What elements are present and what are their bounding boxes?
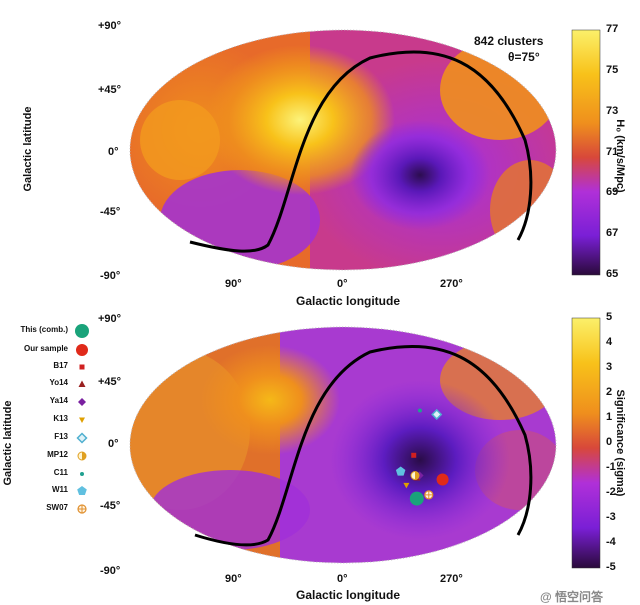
bottom-colorbar-tick-4: 1	[606, 411, 613, 423]
top-ytick-2: 0°	[108, 146, 119, 158]
top-xlabel: Galactic longitude	[296, 294, 401, 308]
legend-label-5: K13	[53, 414, 68, 423]
top-colorbar-tick-0: 77	[606, 23, 619, 35]
bottom-ytick-3: -45°	[100, 500, 121, 512]
top-ylabel: Galactic latitude	[22, 106, 34, 192]
top-plane-curve	[189, 50, 533, 253]
data-point-10	[424, 490, 434, 500]
data-point-8	[417, 408, 422, 413]
bottom-xlabel: Galactic longitude	[296, 588, 401, 602]
legend-marker-7	[77, 451, 87, 461]
watermark: @ 悟空问答	[540, 590, 604, 604]
bottom-map-outline	[129, 326, 557, 564]
bottom-xtick-1: 0°	[337, 573, 348, 585]
top-map-outline	[129, 29, 557, 271]
bottom-xtick-2: 270°	[440, 573, 463, 585]
bottom-xtick-0: 90°	[225, 573, 242, 585]
bottom-ytick-2: 0°	[108, 438, 119, 450]
top-annotation-count: 842 clusters	[474, 34, 544, 48]
top-ytick-0: +90°	[98, 20, 122, 32]
legend-marker-3	[78, 380, 86, 387]
legend-marker-6	[76, 432, 88, 444]
data-point-1	[436, 473, 449, 486]
legend-label-3: Yo14	[49, 378, 68, 387]
legend-label-1: Our sample	[23, 344, 68, 353]
legend-marker-9	[77, 486, 87, 495]
top-colorbar	[571, 29, 601, 276]
top-ytick-4: -90°	[100, 270, 121, 282]
legend-label-10: SW07	[46, 503, 68, 512]
top-colorbar-tick-4: 69	[606, 186, 619, 199]
top-xtick-0: 90°	[225, 278, 242, 290]
bottom-colorbar-tick-5: 0	[606, 436, 613, 448]
data-point-9	[395, 466, 406, 476]
legend-marker-1	[76, 344, 88, 356]
legend-label-7: MP12	[47, 450, 68, 459]
bottom-colorbar-tick-10: -5	[606, 561, 616, 573]
bottom-colorbar-tick-3: 2	[606, 386, 613, 398]
top-colorbar-tick-3: 71	[606, 145, 619, 158]
legend-marker-2	[79, 364, 85, 370]
legend-marker-0	[75, 324, 89, 338]
legend-marker-8	[80, 472, 84, 476]
legend-marker-4	[78, 398, 86, 406]
legend-markers	[75, 324, 89, 514]
top-ytick-3: -45°	[100, 206, 121, 218]
top-xtick-1: 0°	[337, 278, 348, 290]
bottom-plane-curve	[194, 344, 533, 547]
bottom-colorbar-tick-8: -3	[606, 511, 616, 523]
data-point-7	[410, 471, 420, 481]
top-map	[130, 30, 556, 270]
top-annotation-theta: θ=75°	[508, 50, 540, 64]
legend-label-8: C11	[53, 468, 68, 477]
top-colorbar-tick-1: 75	[606, 63, 619, 76]
data-point-5	[403, 482, 410, 489]
top-colorbar-tick-5: 67	[606, 227, 619, 240]
bottom-colorbar	[571, 317, 601, 569]
bottom-ylabel: Galactic latitude	[2, 400, 14, 486]
bottom-map	[130, 327, 556, 563]
bottom-colorbar-tick-0: 5	[606, 311, 613, 323]
bottom-colorbar-tick-1: 4	[606, 336, 613, 348]
top-xtick-2: 270°	[440, 278, 463, 290]
bottom-colorbar-tick-6: -1	[606, 461, 616, 473]
legend-label-0: This (comb.)	[20, 325, 68, 334]
legend-label-9: W11	[51, 485, 68, 494]
legend-label-4: Ya14	[49, 396, 68, 405]
bottom-ytick-4: -90°	[100, 565, 121, 577]
top-colorbar-tick-2: 73	[606, 104, 619, 117]
bottom-colorbar-label: Significance (sigma)	[614, 389, 626, 497]
bottom-colorbar-tick-9: -4	[606, 536, 616, 548]
legend-marker-10	[77, 504, 87, 514]
legend-marker-5	[79, 417, 85, 423]
bottom-ytick-0: +90°	[98, 313, 122, 325]
data-point-0	[409, 491, 424, 506]
data-point-6	[431, 408, 443, 421]
legend-label-2: B17	[53, 361, 68, 370]
data-point-2	[411, 452, 417, 458]
bottom-colorbar-tick-7: -2	[606, 486, 616, 498]
top-colorbar-tick-6: 65	[606, 268, 619, 280]
bottom-ytick-1: +45°	[98, 376, 122, 388]
marker-layer	[395, 408, 449, 506]
top-ytick-1: +45°	[98, 84, 122, 96]
legend-label-6: F13	[54, 432, 68, 441]
bottom-colorbar-tick-2: 3	[606, 361, 613, 373]
